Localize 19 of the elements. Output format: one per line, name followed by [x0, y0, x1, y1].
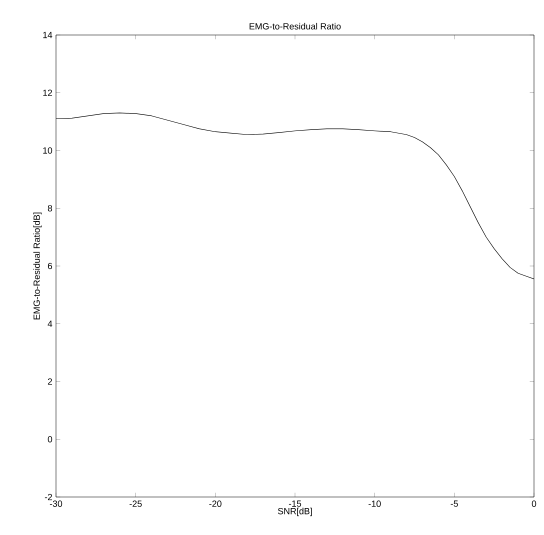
y-tick-label: -2: [44, 494, 52, 500]
y-tick-label: 6: [48, 262, 52, 270]
x-tick-label: -25: [130, 500, 142, 507]
y-tick-label: 4: [48, 320, 52, 327]
y-tick-label: 12: [43, 90, 52, 96]
x-tick-label: 0: [532, 500, 536, 507]
x-tick-label: -15: [288, 500, 302, 507]
y-axis-title: EMG-to-Residual Ratio[dB]: [33, 212, 42, 320]
chart-title: EMG-to-Residual Ratio: [250, 22, 341, 30]
y-tick-label: 2: [48, 378, 52, 385]
x-tick-label: -5: [450, 500, 458, 507]
x-tick-label: -10: [368, 500, 381, 507]
y-tick-label: 14: [43, 32, 52, 38]
y-tick-label: 8: [48, 205, 52, 212]
y-tick-label: 0: [48, 436, 52, 442]
x-axis-title: SNR[dB]: [278, 508, 312, 516]
y-tick-label: 10: [43, 147, 52, 154]
x-tick-label: -30: [50, 500, 62, 507]
x-tick-label: -20: [209, 500, 222, 507]
